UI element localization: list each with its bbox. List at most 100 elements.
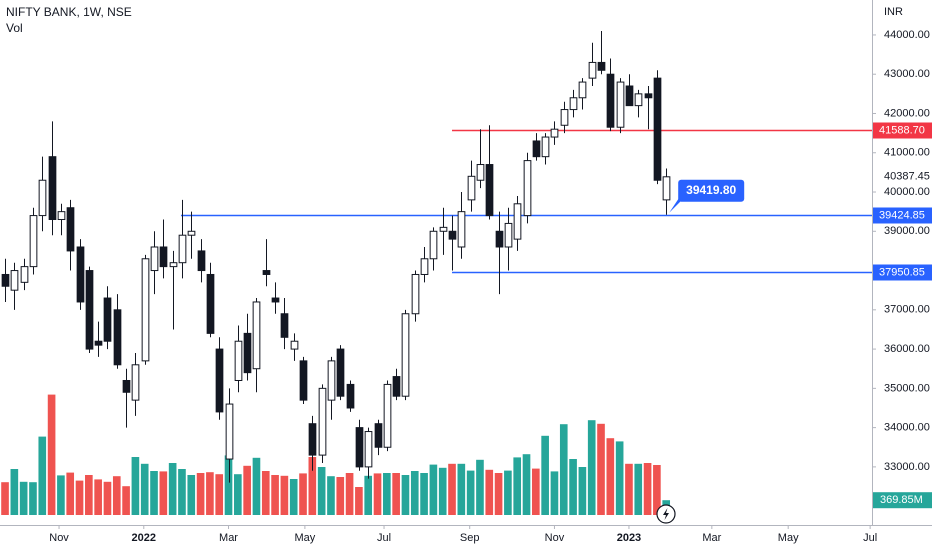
- volume-label: 369.85M: [880, 494, 923, 506]
- price-label-box: [873, 207, 932, 224]
- candle-body: [103, 297, 112, 342]
- volume-bar: [401, 475, 410, 515]
- volume-bar: [94, 479, 102, 515]
- volume-bar: [206, 472, 214, 515]
- volume-indicator-label: Vol: [6, 21, 23, 35]
- candle-body: [197, 250, 206, 272]
- candle-body: [467, 175, 476, 201]
- volume-bar: [327, 476, 335, 515]
- volume-bar: [243, 465, 251, 515]
- volume-bar: [159, 471, 168, 515]
- volume-bar: [550, 471, 559, 515]
- volume-bar: [168, 463, 177, 515]
- volume-bar: [178, 469, 186, 515]
- volume-bar: [317, 467, 326, 515]
- volume-bar: [569, 459, 577, 515]
- y-tick-label: 41000.00: [884, 147, 930, 159]
- volume-bar: [457, 463, 466, 515]
- candle-body: [588, 61, 597, 79]
- candle-body: [653, 77, 662, 181]
- x-tick-label: Sep: [460, 532, 480, 544]
- candle-body: [215, 348, 224, 413]
- candle-body: [113, 309, 122, 366]
- icon-bolt[interactable]: [663, 508, 669, 520]
- volume-label-box: [873, 492, 932, 509]
- candle-body: [448, 230, 457, 240]
- candle-body: [476, 164, 485, 181]
- replay-icon[interactable]: [656, 504, 676, 524]
- volume-bar: [103, 481, 112, 515]
- x-tick-label: Jul: [377, 532, 391, 544]
- candle-body: [234, 340, 243, 381]
- candle-body: [308, 423, 317, 456]
- x-tick-label: 2022: [132, 532, 156, 544]
- volume-bar: [224, 455, 233, 515]
- candle-body: [439, 226, 448, 232]
- candle-body: [225, 403, 234, 460]
- volume-bar: [1, 482, 9, 515]
- candle-body: [364, 431, 373, 468]
- callout-box: [678, 179, 745, 202]
- chart-title: NIFTY BANK, 1W, NSE: [6, 5, 132, 19]
- candle-body: [57, 211, 66, 221]
- callout-pointer: [669, 194, 682, 213]
- volume-bar: [289, 479, 298, 515]
- volume-bar: [597, 423, 605, 515]
- candle-body: [550, 128, 559, 138]
- candle-body: [131, 364, 140, 401]
- volume-bar: [578, 467, 587, 515]
- candle-body: [252, 301, 261, 370]
- volume-bar: [122, 486, 130, 515]
- callout-label: 39419.80: [686, 183, 736, 197]
- volume-bar: [429, 464, 438, 515]
- volume-bar: [522, 454, 531, 515]
- candle-body: [578, 81, 587, 99]
- candle-body: [532, 140, 541, 158]
- candle-body: [644, 93, 653, 99]
- volume-bar: [196, 473, 205, 515]
- candle-body: [523, 160, 532, 217]
- currency-label: INR: [884, 6, 903, 18]
- volume-bar: [373, 473, 382, 515]
- volume-bar: [476, 459, 484, 515]
- candle-body: [355, 427, 364, 468]
- volume-bar: [485, 469, 494, 515]
- candle-body: [280, 313, 289, 338]
- volume-bar: [625, 463, 633, 515]
- volume-bar: [75, 480, 84, 515]
- x-tick-label: Nov: [49, 532, 69, 544]
- volume-bar: [634, 463, 643, 515]
- x-tick-label: May: [778, 532, 799, 544]
- volume-bar: [215, 474, 224, 515]
- volume-bar: [150, 471, 158, 515]
- volume-bar: [494, 473, 503, 515]
- candle-body: [383, 383, 392, 448]
- x-tick-label: Mar: [702, 532, 721, 544]
- candle-body: [243, 332, 252, 374]
- x-tick-label: May: [294, 532, 315, 544]
- candle-body: [560, 109, 569, 126]
- volume-bar: [29, 482, 37, 515]
- candle-body: [327, 360, 336, 401]
- volume-bar: [252, 457, 261, 515]
- candle-body: [76, 246, 85, 303]
- candle-body: [597, 61, 606, 71]
- volume-bar: [653, 465, 661, 515]
- volume-bar: [299, 473, 307, 515]
- candle-body: [513, 203, 522, 240]
- candle-body: [457, 211, 466, 248]
- y-tick-label: 34000.00: [884, 422, 930, 434]
- volume-bar: [187, 475, 196, 515]
- candle-body: [420, 258, 429, 275]
- volume-bar: [364, 475, 373, 515]
- candle-body: [625, 85, 634, 107]
- volume-bar: [261, 471, 270, 515]
- volume-bar: [131, 457, 140, 515]
- y-tick-label: 44000.00: [884, 29, 930, 41]
- volume-bar: [234, 474, 242, 515]
- volume-bar: [271, 475, 279, 515]
- price-label-box: [873, 264, 932, 281]
- price-level-label: 40387.45: [884, 171, 930, 183]
- volume-bar: [336, 477, 345, 515]
- candle-body: [346, 383, 355, 409]
